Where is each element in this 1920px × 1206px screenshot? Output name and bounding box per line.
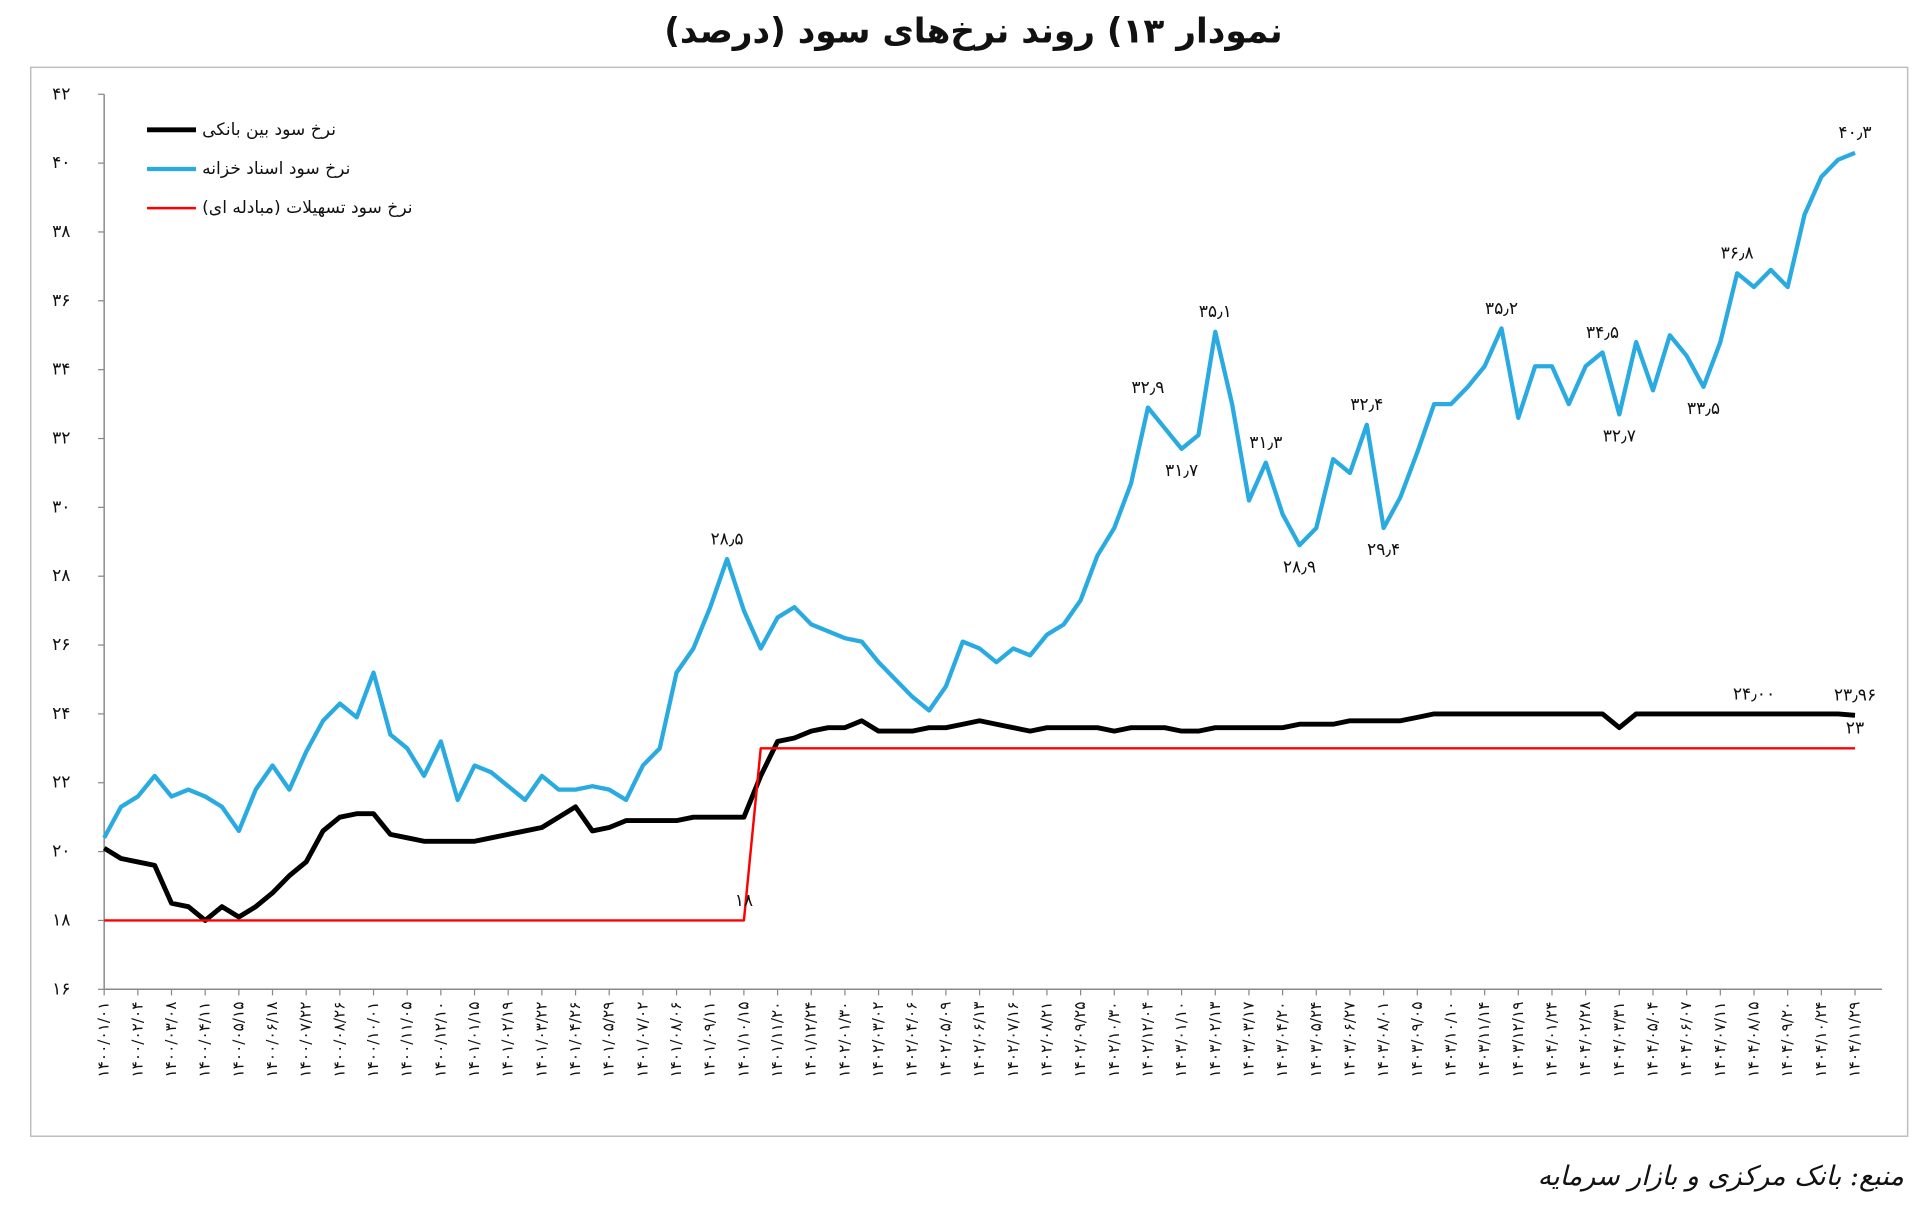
x-tick-label: ۱۴۰۰/۱۱/۰۵ bbox=[398, 1002, 416, 1078]
x-tick-label: ۱۴۰۲/۰۵/۰۹ bbox=[936, 1002, 954, 1078]
x-tick-label: ۱۴۰۴/۰۳/۳۱ bbox=[1610, 1002, 1628, 1078]
x-tick-label: ۱۴۰۲/۰۴/۰۶ bbox=[903, 1002, 921, 1078]
x-tick-label: ۱۴۰۴/۱۱/۲۹ bbox=[1846, 1002, 1864, 1078]
x-tick-label: ۱۴۰۱/۰۲/۱۹ bbox=[499, 1002, 517, 1078]
data-label: ۳۲٫۹ bbox=[1131, 378, 1164, 398]
x-tick-label: ۱۴۰۳/۰۳/۱۷ bbox=[1239, 1002, 1257, 1078]
x-tick-label: ۱۴۰۱/۰۵/۲۹ bbox=[600, 1002, 618, 1078]
x-tick-label: ۱۴۰۰/۰۱/۰۱ bbox=[95, 1002, 113, 1078]
data-label: ۳۲٫۴ bbox=[1350, 395, 1383, 415]
data-label: ۳۴٫۵ bbox=[1586, 323, 1619, 343]
data-label: ۳۱٫۷ bbox=[1165, 461, 1198, 481]
y-tick-label: ۲۰ bbox=[52, 842, 70, 862]
x-tick-label: ۱۴۰۳/۱۰/۱۰ bbox=[1441, 1002, 1459, 1078]
legend-label: نرخ سود بین بانکی bbox=[202, 120, 336, 140]
y-tick-label: ۳۲ bbox=[52, 429, 70, 449]
series-line bbox=[102, 711, 1856, 923]
x-tick-label: ۱۴۰۱/۰۳/۲۲ bbox=[532, 1002, 550, 1078]
y-tick-label: ۴۰ bbox=[52, 153, 70, 173]
y-tick-label: ۳۴ bbox=[52, 360, 70, 380]
x-tick-label: ۱۴۰۳/۰۱/۱۰ bbox=[1172, 1002, 1190, 1078]
y-tick-label: ۱۸ bbox=[52, 910, 70, 930]
data-label: ۳۶٫۸ bbox=[1721, 244, 1754, 264]
x-tick-label: ۱۴۰۰/۰۵/۱۵ bbox=[229, 1002, 247, 1078]
data-label: ۳۵٫۲ bbox=[1485, 299, 1518, 319]
x-tick-label: ۱۴۰۱/۰۱/۱۵ bbox=[465, 1002, 483, 1078]
series-line bbox=[102, 150, 1856, 839]
data-label: ۲۹٫۴ bbox=[1367, 540, 1400, 560]
y-tick-label: ۳۸ bbox=[52, 222, 70, 242]
data-label: ۲۳ bbox=[1846, 719, 1864, 739]
x-tick-label: ۱۴۰۴/۰۶/۰۷ bbox=[1677, 1002, 1695, 1078]
x-tick-label: ۱۴۰۱/۱۱/۲۰ bbox=[768, 1002, 786, 1078]
y-tick-label: ۴۲ bbox=[52, 84, 70, 104]
x-tick-label: ۱۴۰۳/۱۲/۱۹ bbox=[1509, 1002, 1527, 1078]
y-tick-label: ۲۲ bbox=[52, 773, 70, 793]
y-tick-label: ۲۸ bbox=[52, 566, 70, 586]
x-tick-label: ۱۴۰۴/۰۸/۱۵ bbox=[1745, 1002, 1763, 1078]
x-tick-label: ۱۴۰۰/۰۳/۰۸ bbox=[162, 1002, 180, 1078]
data-label: ۳۳٫۵ bbox=[1687, 399, 1720, 419]
x-tick-label: ۱۴۰۲/۰۱/۳۰ bbox=[835, 1002, 853, 1078]
y-tick-label: ۳۶ bbox=[52, 291, 70, 311]
x-tick-label: ۱۴۰۲/۰۷/۱۶ bbox=[1004, 1002, 1022, 1078]
x-tick-label: ۱۴۰۳/۰۸/۰۱ bbox=[1374, 1002, 1392, 1078]
x-tick-label: ۱۴۰۲/۰۹/۲۵ bbox=[1071, 1002, 1089, 1078]
x-tick-label: ۱۴۰۲/۰۶/۱۳ bbox=[970, 1002, 988, 1078]
x-tick-label: ۱۴۰۴/۱۰/۲۴ bbox=[1812, 1002, 1830, 1078]
x-tick-label: ۱۴۰۳/۰۹/۰۵ bbox=[1408, 1002, 1426, 1078]
x-tick-label: ۱۴۰۰/۰۷/۲۲ bbox=[297, 1002, 315, 1078]
x-tick-label: ۱۴۰۲/۱۲/۰۴ bbox=[1138, 1002, 1156, 1078]
x-tick-label: ۱۴۰۱/۰۸/۰۶ bbox=[667, 1002, 685, 1078]
x-tick-label: ۱۴۰۱/۱۲/۲۴ bbox=[802, 1002, 820, 1078]
y-tick-label: ۲۶ bbox=[52, 635, 70, 655]
data-label: ۴۰٫۳ bbox=[1838, 123, 1871, 143]
x-tick-label: ۱۴۰۲/۰۳/۰۲ bbox=[869, 1002, 887, 1078]
x-tick-label: ۱۴۰۰/۰۴/۱۱ bbox=[196, 1002, 214, 1078]
x-tick-label: ۱۴۰۴/۰۱/۲۴ bbox=[1542, 1002, 1560, 1078]
x-tick-label: ۱۴۰۴/۰۹/۲۰ bbox=[1778, 1002, 1796, 1078]
x-tick-label: ۱۴۰۰/۱۲/۱۰ bbox=[431, 1002, 449, 1078]
x-tick-label: ۱۴۰۴/۰۵/۰۴ bbox=[1643, 1002, 1661, 1078]
data-label: ۲۸٫۹ bbox=[1283, 557, 1316, 577]
x-tick-label: ۱۴۰۴/۰۷/۱۱ bbox=[1711, 1002, 1729, 1078]
x-tick-label: ۱۴۰۳/۰۶/۲۷ bbox=[1340, 1002, 1358, 1078]
x-tick-label: ۱۴۰۱/۱۰/۱۵ bbox=[734, 1002, 752, 1078]
x-tick-label: ۱۴۰۲/۰۸/۲۱ bbox=[1037, 1002, 1055, 1078]
data-label: ۳۵٫۱ bbox=[1199, 302, 1232, 322]
x-tick-label: ۱۴۰۴/۰۲/۲۸ bbox=[1576, 1002, 1594, 1078]
x-tick-label: ۱۴۰۰/۰۸/۲۶ bbox=[330, 1002, 348, 1078]
chart-title: نمودار ۱۳) روند نرخ‌های سود (درصد) bbox=[664, 12, 1282, 52]
x-tick-label: ۱۴۰۱/۰۹/۱۱ bbox=[701, 1002, 719, 1078]
chart-frame bbox=[29, 66, 1909, 1137]
x-tick-label: ۱۴۰۲/۱۰/۳۰ bbox=[1105, 1002, 1123, 1078]
x-tick-label: ۱۴۰۳/۰۴/۲۰ bbox=[1273, 1002, 1291, 1078]
data-label: ۳۲٫۷ bbox=[1603, 426, 1636, 446]
x-tick-label: ۱۴۰۳/۱۱/۱۴ bbox=[1475, 1002, 1493, 1078]
data-label: ۲۴٫۰۰ bbox=[1733, 684, 1775, 704]
y-tick-label: ۳۰ bbox=[52, 497, 70, 517]
x-tick-label: ۱۴۰۳/۰۲/۱۳ bbox=[1206, 1002, 1224, 1078]
x-tick-label: ۱۴۰۳/۰۵/۲۴ bbox=[1307, 1002, 1325, 1078]
data-label: ۳۱٫۳ bbox=[1249, 433, 1282, 453]
data-label: ۲۳٫۹۶ bbox=[1834, 686, 1876, 706]
series-line bbox=[104, 747, 1856, 922]
y-tick-label: ۲۴ bbox=[52, 704, 70, 724]
x-tick-label: ۱۴۰۰/۰۶/۱۸ bbox=[263, 1002, 281, 1078]
x-tick-label: ۱۴۰۰/۰۲/۰۴ bbox=[128, 1002, 146, 1078]
data-label: ۲۸٫۵ bbox=[710, 529, 743, 549]
x-tick-label: ۱۴۰۰/۱۰/۰۱ bbox=[364, 1002, 382, 1078]
x-tick-label: ۱۴۰۱/۰۷/۰۲ bbox=[633, 1002, 651, 1078]
data-label: ۱۸ bbox=[735, 891, 753, 911]
y-tick-label: ۱۶ bbox=[52, 979, 70, 999]
legend-label: نرخ سود تسهیلات (مبادله ای) bbox=[202, 198, 412, 218]
source-note: منبع: بانک مرکزی و بازار سرمایه bbox=[1538, 1161, 1904, 1192]
x-tick-label: ۱۴۰۱/۰۴/۲۶ bbox=[566, 1002, 584, 1078]
legend-label: نرخ سود اسناد خزانه bbox=[202, 159, 350, 179]
